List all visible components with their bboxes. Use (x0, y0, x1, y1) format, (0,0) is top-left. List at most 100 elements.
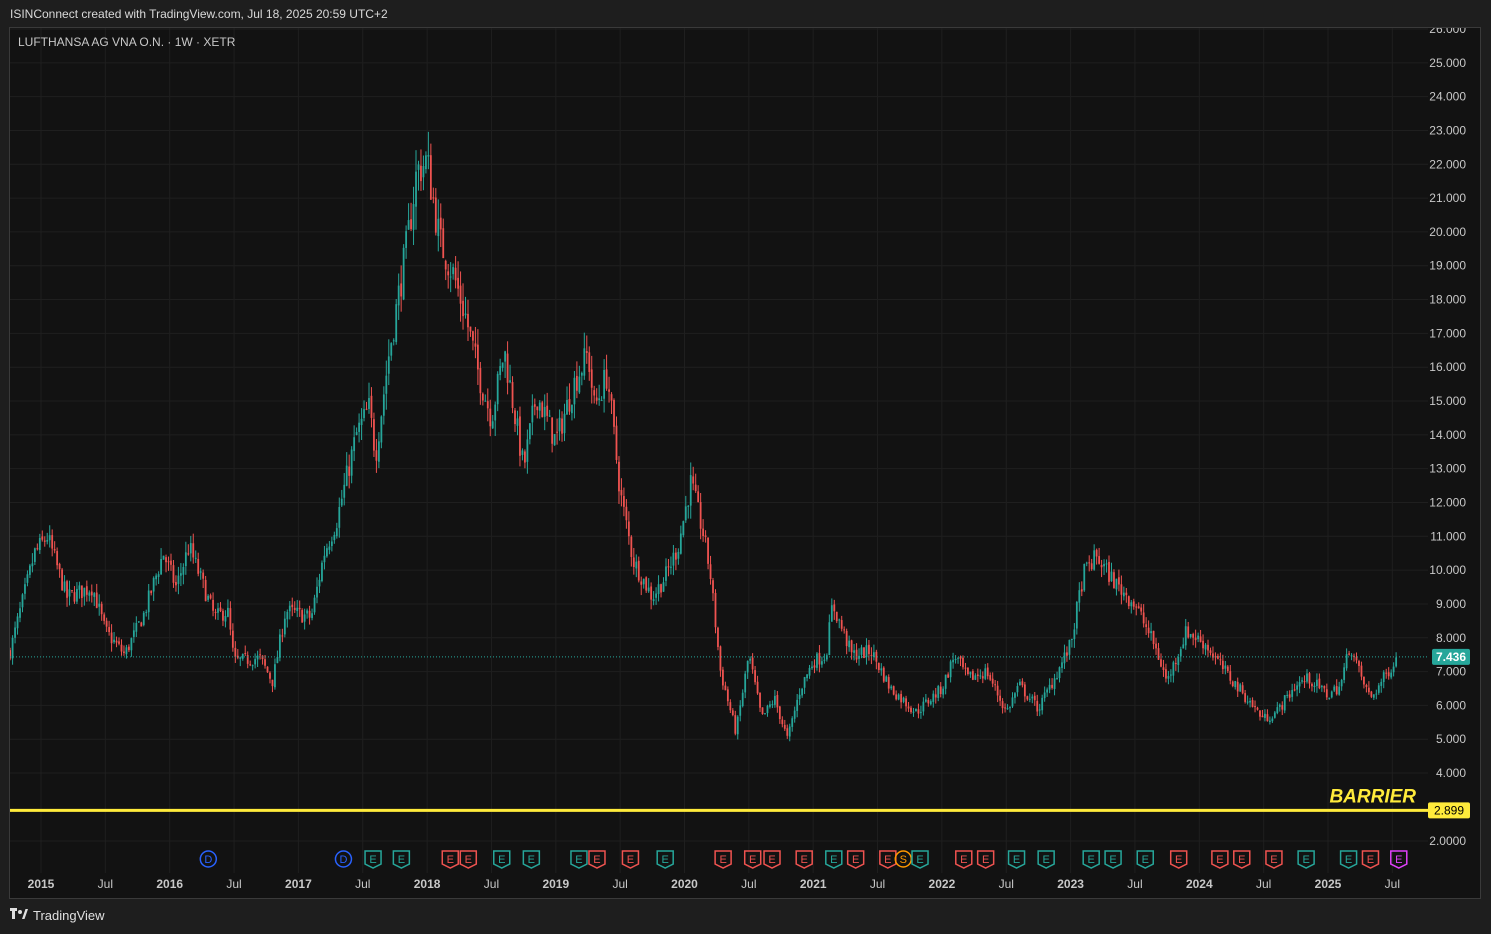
candle-down (1251, 700, 1254, 707)
candle-down (1080, 589, 1083, 592)
candle-down (1135, 606, 1138, 608)
candle-up (1380, 681, 1383, 686)
candle-down (1266, 714, 1269, 722)
candle-down (835, 611, 838, 622)
candle-up (598, 398, 601, 401)
candle-down (348, 466, 351, 476)
candle-down (1244, 693, 1247, 702)
event-marker-label: E (982, 854, 989, 866)
candle-down (981, 676, 984, 679)
candle-up (182, 566, 185, 575)
candle-down (900, 693, 903, 703)
candle-up (798, 694, 801, 700)
earnings-marker (459, 850, 478, 869)
candle-down (197, 558, 200, 574)
barrier-price-tag (1428, 802, 1470, 819)
candle-up (937, 686, 940, 698)
candle-up (345, 465, 348, 486)
earnings-marker (588, 850, 606, 869)
event-marker-label: E (830, 854, 837, 866)
candle-down (605, 369, 608, 389)
candle-up (1283, 695, 1286, 711)
candle-up (764, 713, 766, 715)
candle-down (442, 228, 445, 259)
candle-up (405, 231, 408, 248)
candle-down (561, 418, 563, 434)
candle-down (1004, 707, 1006, 709)
candle-down (293, 607, 296, 610)
candle-down (1088, 562, 1091, 564)
candle-up (1298, 682, 1301, 687)
candle-up (1278, 704, 1281, 707)
candle-down (1132, 601, 1135, 607)
candle-up (491, 421, 494, 429)
candle-up (1375, 693, 1378, 695)
candle-up (825, 655, 828, 660)
event-marker-label: E (528, 854, 535, 866)
candle-down (719, 646, 722, 671)
event-marker-label: E (719, 854, 726, 866)
candle-up (1053, 678, 1056, 689)
candle-down (905, 698, 907, 707)
candle-up (1276, 707, 1279, 713)
candle-up (816, 653, 818, 668)
candle-down (476, 344, 479, 370)
candle-down (674, 552, 677, 560)
candle-up (1184, 626, 1187, 646)
candle-up (184, 552, 187, 567)
candle-down (212, 599, 214, 611)
candle-down (754, 670, 756, 683)
symbol-legend[interactable]: LUFTHANSA AG VNA O.N. · 1W · XETR (18, 35, 236, 49)
candle-down (219, 607, 222, 612)
candle-down (175, 582, 177, 586)
candle-down (877, 662, 880, 670)
candle-up (1246, 701, 1249, 703)
candle-up (949, 661, 952, 678)
candle-down (1221, 660, 1224, 670)
candle-down (986, 667, 989, 677)
candle-down (939, 686, 942, 694)
candle-up (113, 639, 115, 643)
candle-down (1288, 694, 1291, 698)
candle-up (838, 619, 841, 621)
chart-panel[interactable]: BARRIER 26.000 25.000 24.000 23.000 22.000 21.… (9, 27, 1481, 899)
candle-up (1016, 686, 1019, 693)
candle-up (194, 557, 197, 559)
candle-down (1137, 606, 1140, 609)
candle-down (1325, 689, 1328, 698)
candle-up (1063, 652, 1066, 664)
candle-up (137, 621, 140, 623)
candle-up (328, 546, 331, 550)
candle-up (256, 655, 259, 660)
y-tick-label: 14.000 (1429, 428, 1466, 442)
candle-up (335, 528, 338, 537)
candle-down (439, 217, 442, 230)
candle-up (1043, 692, 1046, 699)
candle-down (989, 675, 992, 680)
candle-down (640, 581, 643, 585)
candle-up (1122, 592, 1125, 597)
candle-down (140, 622, 143, 627)
candle-up (1286, 695, 1289, 697)
candle-down (1066, 652, 1068, 656)
candle-down (1023, 684, 1026, 697)
candle-up (353, 437, 356, 452)
candle-up (494, 404, 497, 421)
x-tick-label: Jul (1127, 877, 1142, 891)
candle-down (1348, 653, 1350, 655)
candle-up (1041, 697, 1044, 711)
candle-up (806, 674, 808, 679)
candle-down (301, 610, 304, 623)
footer-brand[interactable]: TradingView (10, 908, 105, 923)
candle-up (377, 441, 380, 462)
candle-up (1343, 667, 1346, 680)
price-chart[interactable]: BARRIER 26.000 25.000 24.000 23.000 22.000 21.… (10, 28, 1480, 898)
candle-up (1110, 571, 1113, 582)
candle-up (1313, 685, 1316, 688)
candle-up (944, 674, 947, 689)
candle-down (105, 620, 108, 627)
candle-up (11, 637, 14, 659)
candle-down (1174, 663, 1177, 665)
candle-down (895, 694, 898, 700)
candle-up (241, 653, 244, 659)
